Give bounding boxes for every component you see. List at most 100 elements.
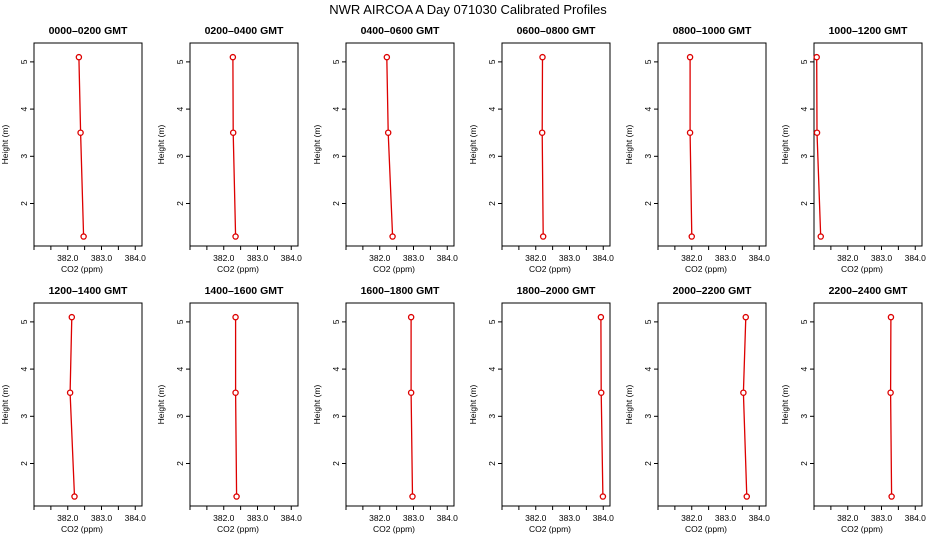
- y-axis-label: Height (m): [312, 385, 322, 425]
- y-tick-label: 3: [19, 414, 29, 419]
- y-tick-label: 4: [643, 106, 653, 111]
- profile-point: [383, 53, 391, 61]
- y-tick-label: 2: [487, 201, 497, 206]
- profile-panel: 0200–0400 GMT 2 3 4 5 382.0 383.0 384.0 CO2 (ppm…: [156, 25, 302, 274]
- x-tick-label: 383.0: [91, 513, 113, 523]
- profile-panel: 0600–0800 GMT 2 3 4 5 382.0 383.0 384.0 CO2 (ppm…: [468, 25, 614, 274]
- profile-point: [71, 493, 78, 500]
- panel-title: 0000–0200 GMT: [49, 25, 128, 37]
- profile-panel: 1400–1600 GMT 2 3 4 5 382.0 383.0 384.0 CO2 (ppm…: [156, 285, 302, 534]
- y-tick-label: 3: [331, 154, 341, 159]
- profile-line: [541, 57, 544, 237]
- y-tick-label: 2: [19, 461, 29, 466]
- x-tick-label: 382.0: [57, 513, 79, 523]
- figure-title: NWR AIRCOA A Day 071030 Calibrated Profi…: [329, 2, 607, 17]
- x-tick-label: 383.0: [403, 513, 425, 523]
- profile-point: [743, 493, 751, 500]
- y-tick-label: 5: [175, 319, 185, 324]
- x-tick-label: 382.0: [525, 513, 547, 523]
- profile-line: [69, 317, 76, 497]
- profile-panel: 1800–2000 GMT 2 3 4 5 382.0 383.0 384.0 CO2 (ppm…: [468, 285, 614, 534]
- y-tick-label: 5: [487, 59, 497, 64]
- profile-point: [597, 313, 605, 321]
- profile-point: [409, 493, 416, 500]
- y-tick-label: 2: [19, 201, 29, 206]
- y-tick-label: 5: [19, 319, 29, 324]
- profile-panel: 2200–2400 GMT 2 3 4 5 382.0 383.0 384.0 CO2 (ppm…: [780, 285, 926, 534]
- profile-point: [407, 389, 415, 396]
- profile-line: [78, 57, 85, 237]
- profile-panel: 0800–1000 GMT 2 3 4 5 382.0 383.0 384.0 CO2 (ppm…: [624, 25, 770, 274]
- y-tick-label: 2: [487, 461, 497, 466]
- profile-point: [232, 389, 239, 396]
- plot-frame: [813, 302, 923, 507]
- y-axis-label: Height (m): [156, 125, 166, 165]
- x-tick-label: 384.0: [437, 513, 459, 523]
- y-tick-label: 5: [643, 319, 653, 324]
- profile-line: [410, 317, 414, 497]
- x-axis-label: CO2 (ppm): [373, 524, 415, 534]
- panel-title: 1000–1200 GMT: [829, 25, 908, 37]
- panel-title: 0400–0600 GMT: [361, 25, 440, 37]
- panel-title: 1400–1600 GMT: [205, 285, 284, 297]
- x-tick-label: 384.0: [593, 513, 615, 523]
- y-tick-label: 3: [175, 154, 185, 159]
- y-tick-label: 4: [487, 366, 497, 371]
- y-tick-label: 5: [799, 319, 809, 324]
- x-axis-label: CO2 (ppm): [61, 264, 103, 274]
- profile-point: [888, 493, 895, 500]
- y-tick-label: 5: [799, 59, 809, 64]
- x-tick-label: 383.0: [559, 513, 581, 523]
- profile-point: [599, 493, 607, 500]
- plot-frame: [657, 42, 767, 247]
- y-tick-label: 5: [331, 59, 341, 64]
- profile-line: [889, 317, 893, 497]
- y-tick-label: 3: [487, 154, 497, 159]
- profile-line: [742, 317, 748, 497]
- y-tick-label: 3: [487, 414, 497, 419]
- x-tick-label: 384.0: [281, 253, 303, 263]
- profile-point: [80, 233, 87, 240]
- x-tick-label: 384.0: [749, 253, 771, 263]
- plot-frame: [33, 302, 143, 507]
- y-tick-label: 5: [643, 59, 653, 64]
- x-tick-label: 384.0: [905, 513, 927, 523]
- profile-point: [75, 53, 83, 61]
- profile-point: [389, 233, 396, 240]
- y-tick-label: 4: [175, 106, 185, 111]
- panel-title: 1200–1400 GMT: [49, 285, 128, 297]
- profile-point: [538, 129, 546, 136]
- x-axis-label: CO2 (ppm): [217, 524, 259, 534]
- y-tick-label: 4: [19, 366, 29, 371]
- x-tick-label: 383.0: [91, 253, 113, 263]
- y-tick-label: 4: [643, 366, 653, 371]
- profile-point: [232, 233, 239, 240]
- y-tick-label: 4: [175, 366, 185, 371]
- profile-point: [740, 389, 747, 396]
- profile-panel: 1600–1800 GMT 2 3 4 5 382.0 383.0 384.0 CO2 (ppm…: [312, 285, 458, 534]
- y-tick-label: 4: [331, 366, 341, 371]
- profile-line: [816, 57, 822, 237]
- profile-point: [539, 233, 547, 240]
- plot-frame: [33, 42, 143, 247]
- panel-title: 0200–0400 GMT: [205, 25, 284, 37]
- profile-point: [232, 313, 239, 321]
- y-tick-label: 4: [799, 366, 809, 371]
- y-axis-label: Height (m): [0, 385, 10, 425]
- profile-point: [229, 53, 237, 61]
- profile-point: [407, 313, 415, 321]
- profile-point: [597, 389, 605, 396]
- y-axis-label: Height (m): [624, 125, 634, 165]
- profile-point: [813, 53, 820, 61]
- profile-panel: 2000–2200 GMT 2 3 4 5 382.0 383.0 384.0 CO2 (ppm…: [624, 285, 770, 534]
- y-tick-label: 5: [487, 319, 497, 324]
- x-tick-label: 383.0: [871, 513, 893, 523]
- plot-frame: [657, 302, 767, 507]
- y-tick-label: 2: [643, 201, 653, 206]
- profile-point: [77, 129, 84, 136]
- profile-point: [539, 53, 546, 61]
- y-tick-label: 5: [19, 59, 29, 64]
- y-tick-label: 4: [799, 106, 809, 111]
- plot-frame: [501, 42, 611, 247]
- y-axis-label: Height (m): [468, 385, 478, 425]
